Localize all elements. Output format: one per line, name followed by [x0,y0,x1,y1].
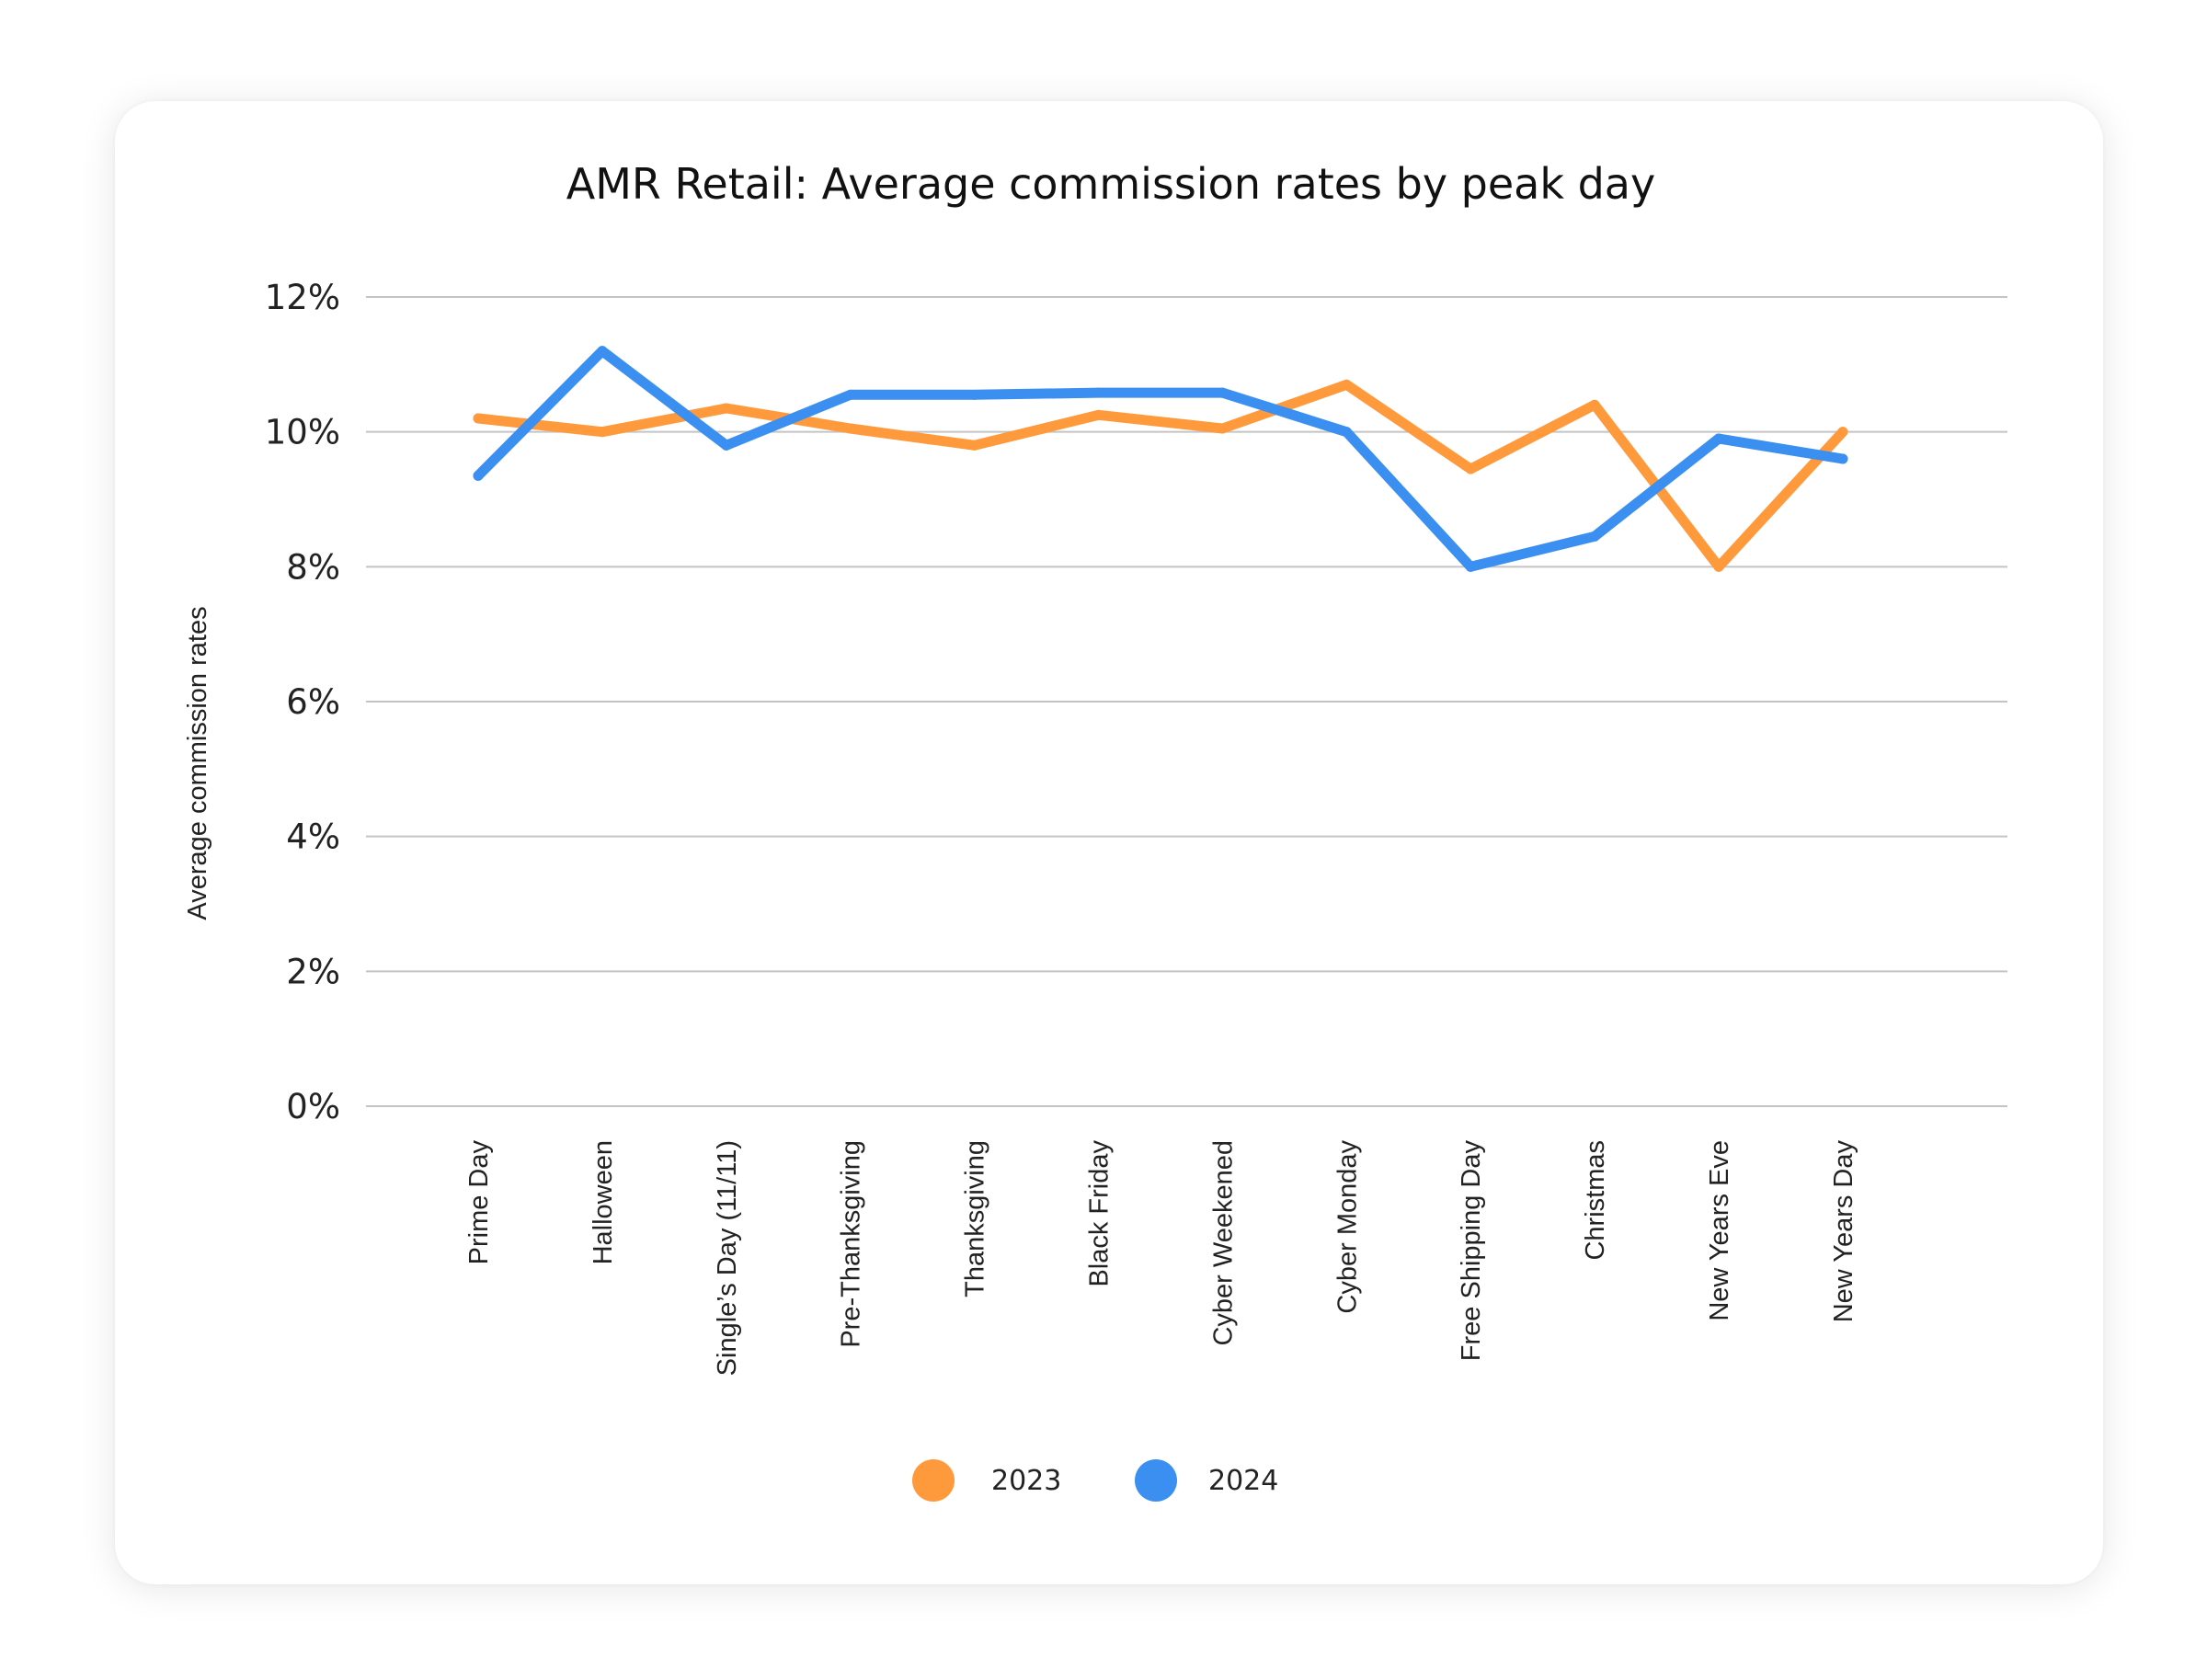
series-lines [473,346,1848,572]
data-point-2023 [1465,463,1476,474]
x-tick-label: Thanksgiving [961,1140,990,1297]
x-tick-label: Cyber Weekened [1208,1140,1238,1346]
y-axis-label: Average commission rates [183,606,212,920]
legend-label: 2023 [991,1465,1061,1497]
x-tick-label: Halloween [589,1140,618,1264]
data-point-2024 [845,389,856,400]
x-tick-labels: Prime Day Halloween Single’s Day (11/11) Pr… [464,1140,1858,1377]
data-point-2024 [597,346,608,357]
data-point-2023 [597,427,608,438]
y-tick-label: 2% [286,952,340,991]
x-tick-label: Prime Day [464,1140,494,1265]
data-point-2023 [1837,427,1848,438]
legend-marker [912,1459,955,1502]
data-point-2023 [1093,409,1104,420]
data-point-2023 [1217,423,1228,434]
y-tick-label: 4% [286,817,340,857]
data-point-2024 [1589,531,1600,542]
x-tick-label: Cyber Monday [1332,1140,1362,1314]
y-tick-label: 8% [286,547,340,587]
x-tick-label: Single’s Day (11/11) [713,1140,742,1376]
data-point-2024 [473,470,484,481]
data-point-2023 [1341,379,1352,390]
x-tick-label: Christmas [1581,1140,1610,1261]
chart-card [115,101,2103,1584]
data-point-2024 [1837,453,1848,464]
y-tick-label: 0% [286,1087,340,1126]
data-point-2024 [1217,387,1228,398]
y-tick-labels: 0% 2% 4% 6% 8% 10% 12% [265,278,340,1126]
legend-label: 2024 [1208,1465,1278,1497]
legend: 2023 2024 [912,1459,1278,1502]
data-point-2024 [721,440,732,451]
y-tick-label: 6% [286,682,340,722]
data-point-2024 [1341,427,1352,438]
data-point-2024 [969,389,980,400]
x-tick-label: Pre-Thanksgiving [837,1140,866,1348]
y-tick-label: 10% [265,413,340,452]
data-point-2023 [969,440,980,451]
gridlines [366,296,2007,1107]
data-point-2023 [1713,561,1724,572]
x-tick-label: Black Friday [1085,1140,1115,1287]
data-point-2024 [1465,561,1476,572]
data-point-2023 [1589,399,1600,410]
data-point-2023 [845,423,856,434]
data-point-2024 [1093,387,1104,398]
series-line-2023 [473,379,1848,572]
chart-title: AMR Retail: Average commission rates by … [566,159,1655,209]
data-point-2023 [721,403,732,414]
x-tick-label: New Years Day [1829,1140,1858,1323]
legend-marker [1135,1459,1177,1502]
series-line-2024 [473,346,1848,572]
x-tick-label: New Years Eve [1705,1140,1734,1321]
data-point-2023 [473,413,484,424]
y-tick-label: 12% [265,278,340,317]
data-point-2024 [1713,433,1724,444]
x-tick-label: Free Shipping Day [1457,1140,1486,1362]
